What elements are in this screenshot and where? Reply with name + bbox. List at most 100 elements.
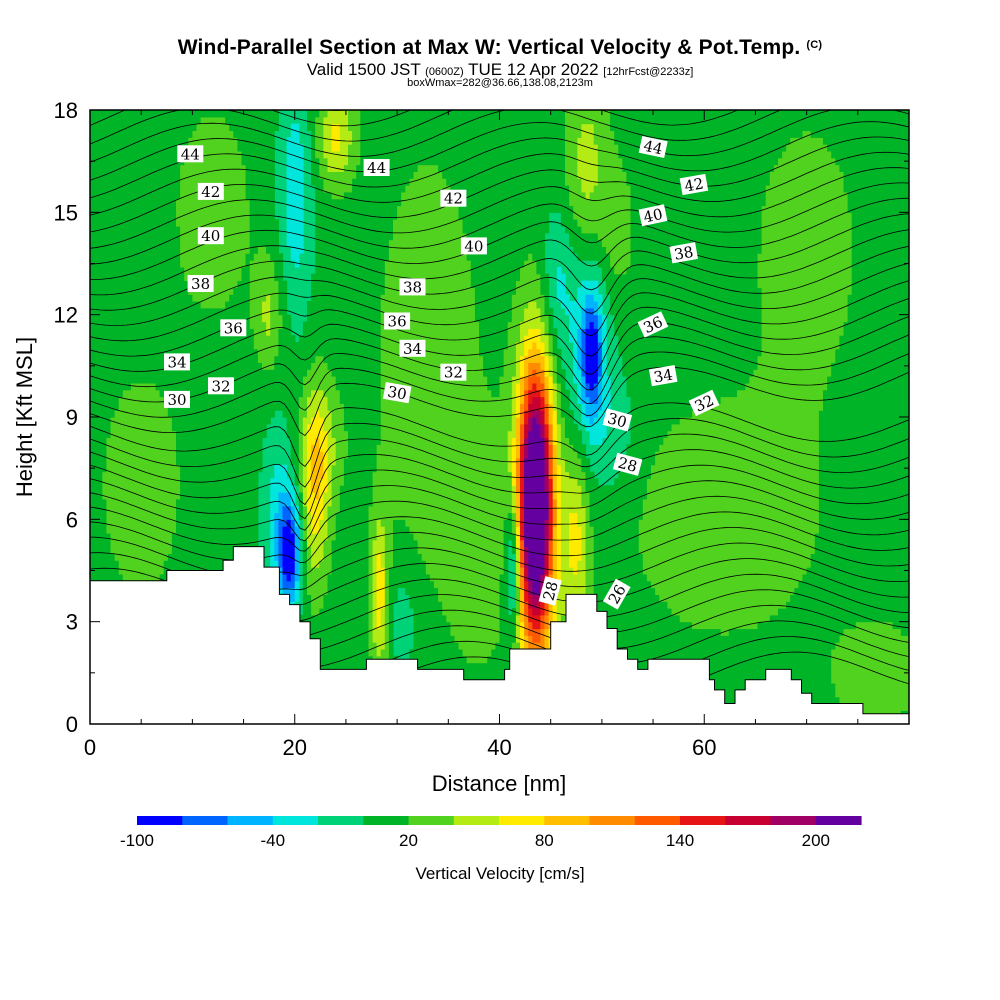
w-cell: [372, 471, 513, 479]
colorbar-swatch: [770, 816, 817, 825]
w-cell: [520, 464, 525, 473]
w-cell: [814, 539, 909, 548]
w-cell: [511, 389, 517, 398]
w-cell: [515, 498, 521, 507]
w-cell: [560, 546, 570, 554]
w-cell: [409, 649, 464, 657]
colorbar-swatch: [318, 816, 364, 825]
w-cell: [847, 314, 909, 323]
w-cell: [343, 457, 378, 466]
w-cell: [515, 485, 521, 493]
w-cell: [589, 417, 595, 425]
w-cell: [163, 560, 263, 568]
w-cell: [348, 123, 361, 131]
w-cell: [524, 635, 529, 643]
w-cell: [286, 239, 304, 247]
w-cell: [847, 191, 909, 200]
w-cell: [552, 444, 558, 452]
w-cell: [176, 205, 251, 213]
w-cell: [524, 533, 546, 541]
w-cell: [294, 533, 300, 541]
w-cell: [601, 239, 632, 247]
w-cell: [380, 301, 476, 309]
w-cell: [585, 423, 607, 432]
w-cell: [294, 594, 300, 602]
w-cell: [823, 137, 909, 145]
w-cell: [409, 178, 447, 186]
w-cell: [556, 492, 562, 500]
w-cell: [458, 205, 574, 213]
w-cell: [327, 457, 337, 466]
w-cell: [176, 498, 259, 507]
w-cell: [307, 560, 312, 568]
w-cell: [556, 587, 587, 595]
w-cell: [585, 328, 599, 336]
w-cell: [503, 553, 509, 561]
w-cell: [847, 205, 909, 213]
w-cell: [528, 594, 533, 602]
w-cell: [597, 396, 603, 404]
w-cell: [548, 396, 554, 404]
w-cell: [532, 423, 542, 432]
w-cell: [376, 614, 382, 623]
w-cell: [327, 471, 333, 479]
w-cell: [368, 546, 374, 554]
w-cell: [294, 471, 300, 479]
w-cell: [315, 219, 394, 227]
w-cell: [405, 519, 505, 527]
w-cell: [90, 369, 308, 377]
w-cell: [118, 567, 165, 575]
w-cell: [847, 307, 909, 316]
w-cell: [560, 478, 578, 486]
w-cell: [618, 335, 763, 343]
w-cell: [388, 573, 431, 582]
contour-label: 44: [638, 135, 668, 158]
w-cell: [90, 417, 112, 425]
w-cell: [167, 410, 275, 418]
w-cell: [528, 444, 546, 452]
w-cell: [524, 457, 546, 466]
contour-label: 42: [679, 173, 709, 196]
theta-contours: [90, 110, 909, 701]
w-cell: [302, 430, 308, 438]
w-cell: [180, 471, 259, 479]
w-cell: [180, 253, 247, 261]
w-cell: [405, 185, 451, 193]
w-cell: [851, 212, 909, 220]
w-cell: [229, 123, 279, 131]
w-cell: [851, 253, 909, 261]
w-cell: [302, 437, 308, 445]
w-cell: [298, 471, 304, 479]
w-cell: [466, 246, 546, 254]
w-cell: [376, 464, 509, 473]
w-cell: [585, 369, 599, 377]
w-cell: [757, 253, 853, 261]
w-cell: [761, 348, 836, 357]
colorbar-swatch: [725, 816, 772, 825]
w-cell: [520, 519, 525, 527]
w-cell: [499, 382, 513, 391]
contour-label: 40: [460, 237, 487, 255]
w-cell: [180, 478, 259, 486]
w-cell: [262, 301, 271, 309]
w-cell: [556, 396, 562, 404]
w-cell: [761, 307, 849, 316]
w-cell: [614, 321, 763, 329]
w-cell: [319, 560, 333, 568]
w-cell: [315, 239, 390, 247]
w-cell: [249, 232, 279, 241]
w-cell: [511, 485, 517, 493]
w-cell: [352, 130, 361, 138]
w-cell: [515, 362, 521, 370]
w-cell: [569, 553, 582, 561]
w-cell: [810, 553, 909, 561]
w-cell: [274, 512, 284, 520]
w-cell: [524, 307, 542, 316]
w-cell: [294, 628, 369, 636]
w-cell: [630, 239, 763, 247]
w-cell: [298, 492, 304, 500]
w-cell: [544, 478, 550, 486]
w-cell: [270, 253, 284, 261]
w-cell: [331, 539, 370, 548]
w-cell: [556, 498, 562, 507]
